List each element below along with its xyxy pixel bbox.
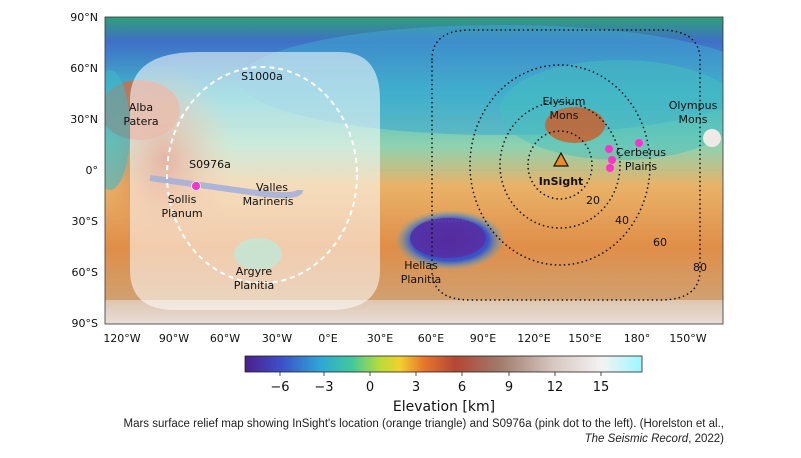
insight-triangle-icon bbox=[552, 151, 570, 167]
distance-label: 80 bbox=[693, 261, 707, 274]
latitude-axis: 90°N 60°N 30°N 0° 30°S 60°S 90°S bbox=[70, 11, 98, 330]
label-alba-patera-1: Alba bbox=[129, 101, 153, 114]
lon-tick-label: 60°E bbox=[418, 332, 444, 345]
label-sollis-1: Sollis bbox=[168, 193, 197, 206]
caption-line-1: Mars surface relief map showing InSight'… bbox=[123, 418, 724, 430]
lat-tick-label: 90°N bbox=[70, 11, 98, 24]
label-argyre-2: Planitia bbox=[234, 279, 275, 292]
label-insight: InSight bbox=[539, 175, 584, 188]
event-markers bbox=[191, 139, 643, 191]
label-argyre-1: Argyre bbox=[236, 265, 273, 278]
colorbar-tick: 15 bbox=[593, 380, 610, 395]
lon-tick-label: 30°W bbox=[262, 332, 292, 345]
longitude-axis: 120°W 90°W 60°W 30°W 0°E 30°E 60°E 90°E … bbox=[103, 332, 706, 345]
label-olympus-2: Mons bbox=[679, 113, 708, 126]
cerberus-event-marker bbox=[635, 139, 643, 147]
label-sollis-2: Planum bbox=[161, 207, 202, 220]
colorbar-label: Elevation [km] bbox=[393, 399, 495, 415]
lon-tick-label: 120°E bbox=[517, 332, 550, 345]
lat-tick-label: 60°S bbox=[72, 266, 98, 279]
lon-tick-label: 150°W bbox=[669, 332, 706, 345]
label-cerberus-2: Plains bbox=[625, 160, 657, 173]
map-frame bbox=[104, 16, 724, 325]
colorbar-tick: 3 bbox=[412, 380, 420, 395]
colorbar-tick: 12 bbox=[547, 380, 564, 395]
label-s1000a: S1000a bbox=[241, 70, 283, 83]
lon-tick-label: 0°E bbox=[318, 332, 337, 345]
caption-year: , 2022) bbox=[688, 433, 724, 445]
cerberus-event-marker bbox=[608, 156, 616, 164]
label-elysium-2: Mons bbox=[550, 109, 579, 122]
lon-tick-label: 90°E bbox=[470, 332, 496, 345]
lon-tick-label: 120°W bbox=[103, 332, 140, 345]
s0976a-marker bbox=[191, 181, 201, 191]
distance-label: 60 bbox=[653, 236, 667, 249]
lon-tick-label: 30°E bbox=[367, 332, 393, 345]
lat-tick-label: 0° bbox=[86, 164, 99, 177]
lon-tick-label: 90°W bbox=[159, 332, 189, 345]
label-hellas-1: Hellas bbox=[404, 259, 438, 272]
colorbar-tick: 9 bbox=[505, 380, 513, 395]
colorbar-tick: 6 bbox=[458, 380, 466, 395]
distance-label: 40 bbox=[615, 214, 629, 227]
lon-tick-label: 60°W bbox=[210, 332, 240, 345]
s1000a-region bbox=[130, 52, 380, 310]
label-elysium-1: Elysium bbox=[543, 95, 586, 108]
label-valles-2: Marineris bbox=[243, 195, 294, 208]
label-hellas-2: Planitia bbox=[401, 273, 442, 286]
caption-journal: The Seismic Record bbox=[584, 433, 689, 445]
lon-tick-label: 180° bbox=[624, 332, 651, 345]
label-olympus-1: Olympus bbox=[669, 99, 718, 112]
lon-tick-label: 150°E bbox=[568, 332, 601, 345]
cerberus-event-marker bbox=[605, 145, 613, 153]
label-valles-1: Valles bbox=[256, 181, 288, 194]
colorbar-tick: −6 bbox=[270, 380, 289, 395]
lat-tick-label: 30°S bbox=[72, 215, 98, 228]
lat-tick-label: 90°S bbox=[72, 317, 98, 330]
colorbar-tick: 0 bbox=[366, 380, 374, 395]
distance-contours bbox=[431, 29, 701, 301]
label-alba-patera-2: Patera bbox=[123, 115, 158, 128]
colorbar-tick: −3 bbox=[314, 380, 333, 395]
label-s0976a: S0976a bbox=[189, 158, 231, 171]
lat-tick-label: 60°N bbox=[70, 62, 98, 75]
lat-tick-label: 30°N bbox=[70, 113, 98, 126]
elevation-map bbox=[105, 17, 723, 324]
feature-labels: Alba Patera S1000a S0976a Valles Mariner… bbox=[123, 70, 717, 292]
colorbar-gradient bbox=[244, 355, 643, 373]
figure-caption: Mars surface relief map showing InSight'… bbox=[40, 417, 724, 447]
cerberus-event-marker bbox=[606, 164, 614, 172]
colorbar: −6 −3 0 3 6 9 12 15 Elevation [km] bbox=[244, 355, 643, 415]
caption-line-2: The Seismic Record, 2022) bbox=[40, 432, 724, 447]
distance-label: 20 bbox=[586, 194, 600, 207]
label-cerberus-1: Cerberus bbox=[616, 146, 666, 159]
